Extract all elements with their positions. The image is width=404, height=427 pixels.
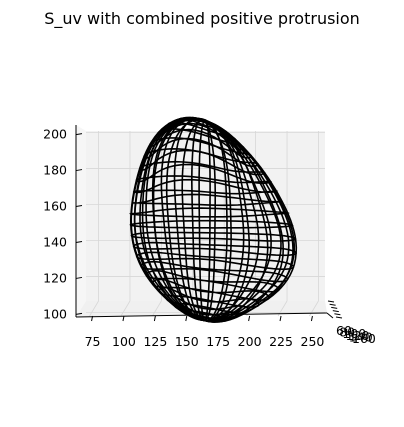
x-tick-label: 75 bbox=[85, 334, 101, 349]
x-tick-label: 175 bbox=[206, 334, 230, 349]
z-axis-ticks: 100 120 140 160 180 200 bbox=[43, 127, 83, 321]
z-tick-mark bbox=[75, 276, 83, 279]
y-tick-label: 140 bbox=[349, 329, 373, 344]
z-tick-label: 120 bbox=[43, 270, 67, 285]
y-tick-mark bbox=[329, 303, 336, 306]
z-tick-mark bbox=[75, 205, 83, 208]
wire-parallel bbox=[151, 278, 270, 301]
left-pane bbox=[76, 125, 86, 317]
y-tick-mark bbox=[332, 310, 339, 313]
z-tick-label: 140 bbox=[43, 234, 67, 249]
y-tick-label: 160 bbox=[352, 331, 376, 346]
x-tick-label: 200 bbox=[238, 334, 262, 349]
floor-grid-line bbox=[89, 300, 99, 317]
floor-grid-line bbox=[120, 300, 131, 317]
y-tick-label: 120 bbox=[346, 328, 370, 343]
wire-parallel bbox=[129, 219, 294, 229]
y-tick-label: 80 bbox=[339, 325, 355, 340]
wire-parallel bbox=[182, 309, 228, 322]
z-tick-label: 200 bbox=[43, 127, 67, 142]
x-axis-line bbox=[75, 312, 328, 318]
x-tick-label: 225 bbox=[269, 334, 293, 349]
wire-parallel bbox=[129, 207, 290, 218]
wire-parallel bbox=[158, 286, 260, 308]
z-tick-label: 180 bbox=[43, 163, 67, 178]
z-tick-mark bbox=[75, 133, 83, 136]
axis-lines bbox=[75, 125, 334, 319]
x-tick-mark bbox=[185, 315, 188, 322]
wire-parallel bbox=[143, 137, 259, 168]
z-tick-mark bbox=[75, 169, 83, 172]
y-tick-mark bbox=[327, 300, 335, 303]
x-tick-label: 100 bbox=[112, 334, 136, 349]
x-tick-mark bbox=[153, 315, 156, 322]
y-axis-line bbox=[326, 312, 334, 319]
x-tick-mark bbox=[248, 315, 251, 322]
wire-parallel bbox=[192, 315, 217, 323]
wire-parallel bbox=[132, 178, 279, 195]
wire-parallel bbox=[166, 119, 237, 143]
floor-grid-line bbox=[152, 300, 162, 317]
chart-title: S_uv with combined positive protrusion bbox=[44, 9, 360, 29]
x-tick-mark bbox=[310, 315, 313, 322]
y-tick-mark bbox=[335, 316, 343, 319]
wire-parallel bbox=[131, 193, 283, 207]
z-tick-label: 160 bbox=[43, 199, 67, 214]
z-tick-mark bbox=[75, 312, 83, 315]
wire-parallel bbox=[132, 241, 298, 257]
z-tick-label: 100 bbox=[43, 306, 67, 321]
y-tick-label: 100 bbox=[342, 326, 366, 341]
wire-parallel bbox=[138, 149, 266, 176]
x-tick-label: 125 bbox=[143, 334, 167, 349]
x-axis-ticks: 75 100 125 150 175 200 225 250 bbox=[85, 315, 325, 349]
wire-parallel bbox=[130, 231, 297, 242]
y-tick-mark bbox=[331, 306, 338, 309]
x-tick-label: 250 bbox=[301, 334, 325, 349]
x-tick-mark bbox=[122, 315, 125, 322]
wire-parallel bbox=[165, 294, 250, 314]
wireframe-surface bbox=[129, 116, 298, 323]
y-tick-mark bbox=[334, 313, 341, 316]
wire-parallel bbox=[145, 269, 280, 293]
wire-parallel bbox=[157, 122, 245, 151]
z-tick-mark bbox=[75, 240, 83, 243]
wire-parallel bbox=[140, 260, 289, 283]
x-tick-mark bbox=[279, 315, 282, 322]
x-tick-label: 150 bbox=[175, 334, 199, 349]
wire-parallel bbox=[135, 163, 272, 185]
wire-parallel bbox=[135, 251, 295, 270]
wire-parallel bbox=[149, 128, 252, 159]
x-tick-mark bbox=[91, 315, 94, 322]
y-tick-label: 60 bbox=[336, 323, 352, 338]
